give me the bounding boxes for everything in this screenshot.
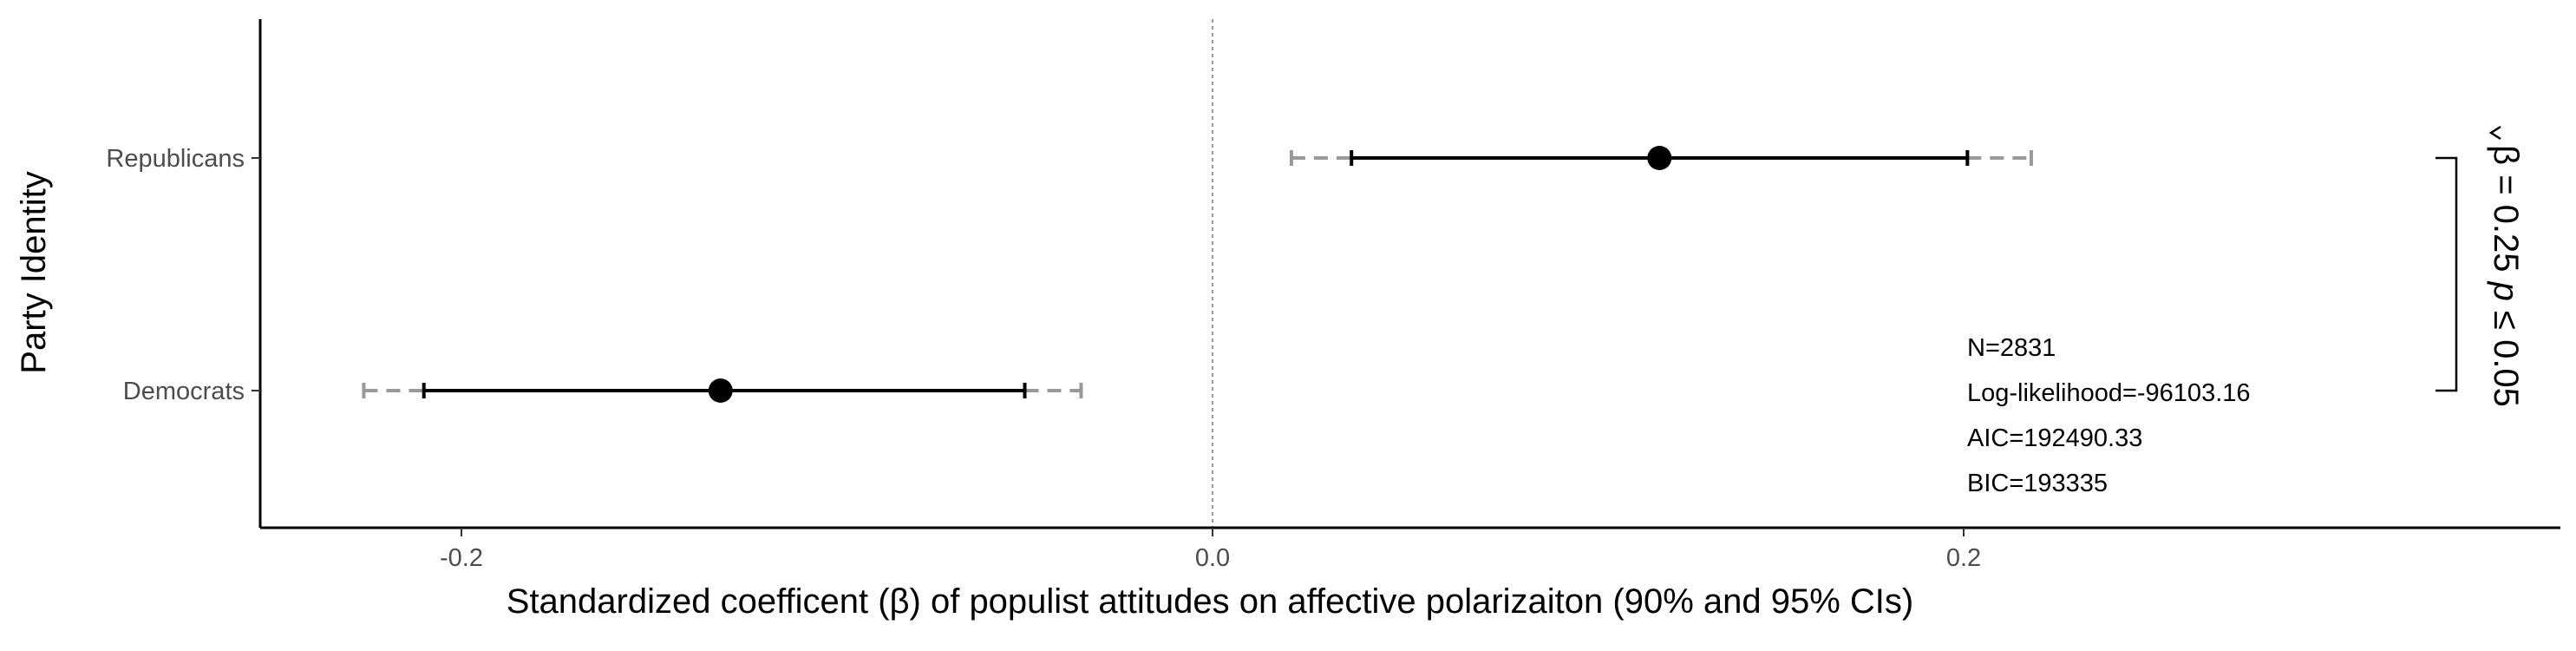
beta-hat-symbol: β [2487, 145, 2525, 165]
beta-value-text: = 0.25 [2487, 165, 2525, 282]
point-estimate [708, 378, 733, 403]
estimate-democrats [362, 378, 1083, 403]
model-statistics: N=2831 Log-likelihood=-96103.16 AIC=1924… [1967, 334, 2251, 497]
stat-bic: BIC=193335 [1967, 470, 2108, 497]
bracket-label: β = 0.25 p ≤ 0.05 [2487, 145, 2525, 407]
estimate-marks [362, 146, 2033, 403]
estimate-republicans [1289, 146, 2033, 170]
stat-aic: AIC=192490.33 [1967, 424, 2142, 452]
y-axis-ticks: Republicans Democrats [106, 145, 260, 405]
y-tick-label: Democrats [123, 378, 245, 405]
x-axis-title: Standardized coefficent (β) of populist … [507, 582, 1913, 621]
x-axis-ticks: -0.2 0.0 0.2 [440, 528, 1981, 572]
x-tick-label: 0.2 [1946, 544, 1981, 572]
difference-bracket: β = 0.25 p ≤ 0.05 [2435, 125, 2525, 407]
x-tick-label: -0.2 [440, 544, 483, 572]
bracket-line [2435, 156, 2458, 392]
y-axis-title: Party Identity [15, 171, 53, 373]
p-symbol: p [2487, 281, 2525, 301]
stat-n: N=2831 [1967, 334, 2056, 362]
p-value-text: ≤ 0.05 [2487, 301, 2525, 407]
beta-hat-caret [2488, 125, 2501, 141]
x-tick-label: 0.0 [1195, 544, 1230, 572]
point-estimate [1647, 146, 1672, 170]
y-tick-label: Republicans [106, 145, 245, 173]
stat-log-likelihood: Log-likelihood=-96103.16 [1967, 379, 2251, 407]
